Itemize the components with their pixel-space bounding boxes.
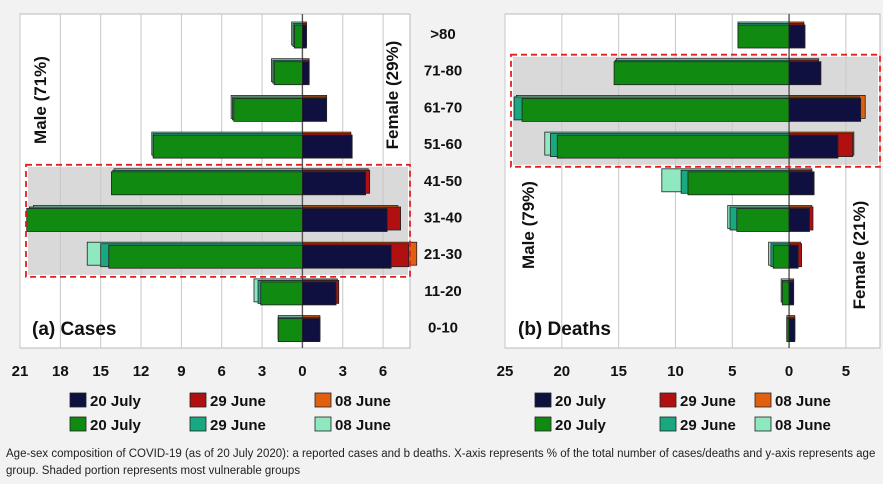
x-tick-label-deaths: 5 <box>728 363 736 380</box>
age-group-label: 61-70 <box>424 99 462 116</box>
bar-deaths-female-20-july <box>788 24 806 49</box>
legend-label-male-20-july: 20 July <box>555 417 607 434</box>
bar-deaths-male-20-july <box>781 281 790 306</box>
bar-deaths-male-20-july <box>737 24 790 49</box>
figure: 21 18 15 12 9 6 3 0 3 6 (a) Cases Male (71%) Female … <box>12 13 881 434</box>
bar-deaths-female-20-july <box>788 318 796 343</box>
bar-deaths-female-20-july <box>788 208 810 232</box>
legend-swatch-male-20-july <box>534 416 552 432</box>
legend-swatch-male-08-june <box>754 416 772 432</box>
bar-cases-male-20-july <box>277 318 303 343</box>
age-group-label: >80 <box>430 26 455 43</box>
bar-deaths-male-20-july <box>521 98 790 122</box>
bar-cases-male-20-july <box>108 244 303 269</box>
bar-deaths-male-20-july <box>687 171 790 196</box>
legend-label-female-20-july: 20 July <box>555 393 607 410</box>
legend-label-male-20-july: 20 July <box>90 417 142 434</box>
x-tick-label-deaths: 10 <box>667 363 684 380</box>
bar-cases-male-20-july <box>233 98 303 122</box>
x-tick-label-deaths: 15 <box>610 363 627 380</box>
legend-label-male-08-june: 08 June <box>775 417 831 434</box>
female-label-deaths: Female (21%) <box>850 201 869 310</box>
male-label-deaths: Male (79%) <box>519 181 538 269</box>
legend-label-female-29-june: 29 June <box>680 393 736 410</box>
age-group-label: 31-40 <box>424 210 462 227</box>
bar-cases-female-20-july <box>302 318 321 343</box>
bar-cases-female-20-july <box>302 244 392 269</box>
bar-deaths-male-20-july <box>772 244 790 269</box>
male-label-cases: Male (71%) <box>31 56 50 144</box>
legend-label-male-29-june: 29 June <box>210 417 266 434</box>
bar-cases-female-20-july <box>302 24 307 49</box>
bar-cases-male-20-july <box>26 208 303 232</box>
x-tick-label-cases: 12 <box>133 363 150 380</box>
bar-cases-female-20-july <box>302 171 367 196</box>
chart-title-cases: (a) Cases <box>32 319 117 340</box>
bar-cases-female-20-july <box>302 208 388 232</box>
bar-cases-male-20-july <box>273 61 303 86</box>
legend-swatch-male-29-june <box>659 416 677 432</box>
x-tick-label-cases: 6 <box>218 363 226 380</box>
bar-deaths-male-20-july <box>613 61 790 86</box>
bar-deaths-male-20-july <box>556 134 790 159</box>
x-tick-label-cases: 18 <box>52 363 69 380</box>
legend-swatch-female-08-june <box>314 392 332 408</box>
bar-cases-female-20-july <box>302 61 310 86</box>
x-tick-label-cases: 21 <box>12 363 29 380</box>
legend-label-female-20-july: 20 July <box>90 393 142 410</box>
x-tick-label-deaths: 25 <box>497 363 514 380</box>
age-group-label: 11-20 <box>424 283 462 300</box>
age-group-label: 41-50 <box>424 173 462 190</box>
bar-cases-female-20-july <box>302 134 353 159</box>
figure-caption: Age-sex composition of COVID-19 (as of 2… <box>6 448 876 477</box>
x-tick-label-cases: 0 <box>298 363 306 380</box>
bar-cases-female-20-july <box>302 281 337 306</box>
bar-deaths-female-20-july <box>788 171 815 196</box>
x-tick-label-deaths: 5 <box>842 363 850 380</box>
bar-deaths-female-20-july <box>788 134 839 159</box>
age-group-label: 71-80 <box>424 63 462 80</box>
legend-label-male-29-june: 29 June <box>680 417 736 434</box>
vulnerable-box-deaths <box>510 53 881 168</box>
age-group-label: 0-10 <box>428 320 458 337</box>
x-tick-label-deaths: 20 <box>553 363 570 380</box>
legend-swatch-male-08-june <box>314 416 332 432</box>
bar-cases-female-20-july <box>302 98 328 122</box>
legend-swatch-female-29-june <box>659 392 677 408</box>
age-group-label: 51-60 <box>424 136 462 153</box>
x-tick-label-cases: 15 <box>92 363 109 380</box>
legend-swatch-female-20-july <box>534 392 552 408</box>
bar-cases-male-20-july <box>111 171 303 196</box>
bar-cases-male-20-july <box>260 281 303 306</box>
female-label-cases: Female (29%) <box>383 41 402 150</box>
vulnerable-box-cases <box>25 163 411 278</box>
legend-label-female-29-june: 29 June <box>210 393 266 410</box>
legend-label-male-08-june: 08 June <box>335 417 391 434</box>
legend-swatch-female-20-july <box>69 392 87 408</box>
age-group-label: 21-30 <box>424 246 462 263</box>
x-tick-label-cases: 3 <box>339 363 347 380</box>
bar-deaths-female-20-july <box>788 61 822 86</box>
legend-label-female-08-june: 08 June <box>775 393 831 410</box>
x-tick-label-cases: 6 <box>379 363 387 380</box>
chart-title-deaths: (b) Deaths <box>518 319 611 340</box>
x-tick-label-cases: 9 <box>177 363 185 380</box>
x-tick-label-deaths: 0 <box>785 363 793 380</box>
legend-label-female-08-june: 08 June <box>335 393 391 410</box>
x-tick-label-cases: 3 <box>258 363 266 380</box>
bar-deaths-female-20-july <box>788 244 799 269</box>
legend-swatch-female-08-june <box>754 392 772 408</box>
bar-cases-male-20-july <box>152 134 303 159</box>
legend-swatch-male-20-july <box>69 416 87 432</box>
bar-cases-male-20-july <box>293 24 303 49</box>
bar-deaths-female-20-july <box>788 98 862 122</box>
legend-swatch-male-29-june <box>189 416 207 432</box>
legend-swatch-female-29-june <box>189 392 207 408</box>
bar-deaths-female-20-july <box>788 281 795 306</box>
bar-deaths-male-20-july <box>736 208 790 232</box>
